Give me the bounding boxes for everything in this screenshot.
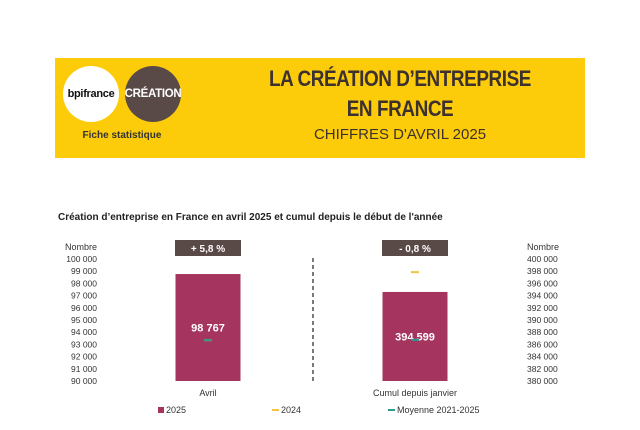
right-tick-label: 394 000 bbox=[527, 291, 558, 301]
bpifrance-logo-text: bpifrance bbox=[67, 88, 115, 100]
bpifrance-logo: bpifrance bbox=[63, 66, 119, 122]
right-tick-label: 384 000 bbox=[527, 352, 558, 362]
left-axis-label: Nombre bbox=[65, 242, 97, 252]
right-tick-label: 396 000 bbox=[527, 278, 558, 288]
creation-logo: CRÉATION bbox=[124, 66, 182, 122]
category-label: Cumul depuis janvier bbox=[373, 388, 457, 398]
right-axis-label: Nombre bbox=[527, 242, 559, 252]
legend-label-2024: 2024 bbox=[281, 405, 301, 415]
legend-swatch-2025 bbox=[158, 407, 164, 413]
creation-logo-text: CRÉATION bbox=[124, 88, 182, 100]
right-tick-label: 392 000 bbox=[527, 303, 558, 313]
left-tick-label: 91 000 bbox=[71, 364, 97, 374]
left-tick-label: 93 000 bbox=[71, 339, 97, 349]
change-badge bbox=[382, 240, 448, 256]
bar-2025-value-label: 394 599 bbox=[395, 331, 435, 343]
category-label: Avril bbox=[199, 388, 216, 398]
change-badge-text: - 0,8 % bbox=[399, 244, 431, 255]
header-banner: bpifrance CRÉATION Fiche statistique LA … bbox=[55, 58, 585, 158]
right-tick-label: 398 000 bbox=[527, 266, 558, 276]
title-line-2: EN FRANCE bbox=[346, 96, 454, 121]
right-tick-label: 380 000 bbox=[527, 376, 558, 386]
left-tick-label: 96 000 bbox=[71, 303, 97, 313]
change-badge bbox=[175, 240, 241, 256]
left-tick-label: 98 000 bbox=[71, 278, 97, 288]
right-tick-label: 386 000 bbox=[527, 339, 558, 349]
right-tick-label: 390 000 bbox=[527, 315, 558, 325]
left-tick-label: 100 000 bbox=[66, 254, 97, 264]
left-tick-label: 94 000 bbox=[71, 327, 97, 337]
change-badge-text: + 5,8 % bbox=[191, 244, 225, 255]
left-tick-label: 92 000 bbox=[71, 352, 97, 362]
left-tick-label: 97 000 bbox=[71, 291, 97, 301]
left-tick-label: 90 000 bbox=[71, 376, 97, 386]
bar-2025-value-label: 98 767 bbox=[191, 323, 225, 335]
bar-2025 bbox=[382, 291, 448, 381]
legend-label-average: Moyenne 2021-2025 bbox=[397, 405, 480, 415]
right-tick-label: 400 000 bbox=[527, 254, 558, 264]
title-line-1: LA CRÉATION D’ENTREPRISE bbox=[269, 66, 531, 91]
left-tick-label: 95 000 bbox=[71, 315, 97, 325]
chart-title: Création d’entreprise en France en avril… bbox=[58, 212, 443, 223]
bar-2025 bbox=[175, 274, 241, 381]
legend-label-2025: 2025 bbox=[166, 405, 186, 415]
right-tick-label: 382 000 bbox=[527, 364, 558, 374]
fiche-statistique-label: Fiche statistique bbox=[82, 130, 162, 141]
right-tick-label: 388 000 bbox=[527, 327, 558, 337]
left-tick-label: 99 000 bbox=[71, 266, 97, 276]
title-line-3: CHIFFRES D'AVRIL 2025 bbox=[313, 126, 487, 143]
